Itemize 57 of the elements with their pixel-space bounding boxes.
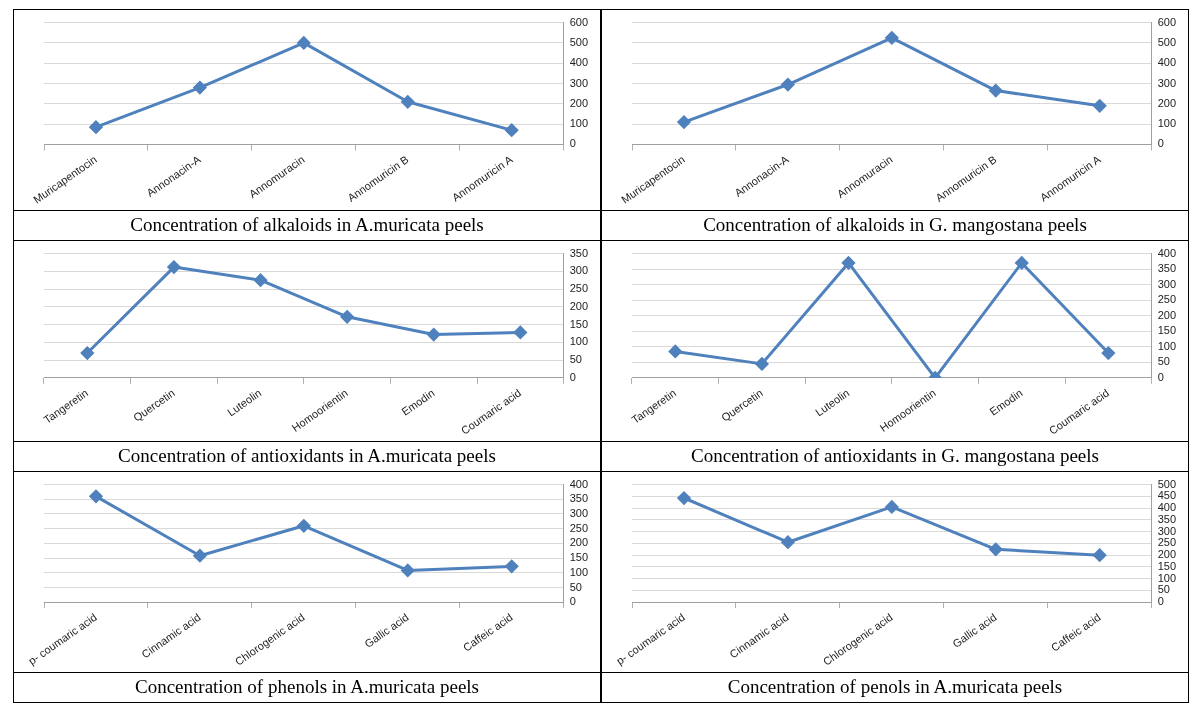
y-tick-label: 150: [1157, 559, 1177, 572]
y-tick-label: 200: [569, 299, 589, 312]
text: Concentration of alkaloids in G. mangostana peels: [602, 210, 1188, 239]
y-tick-label: 250: [569, 282, 589, 295]
text: Concentration of antioxidants in G. mangostana peels: [602, 441, 1188, 470]
text: Concentration of phenols in A.muricata peels: [14, 672, 600, 701]
y-tick-label: 600: [569, 15, 589, 28]
y-tick-label: 300: [569, 76, 589, 89]
y-tick-label: 300: [1157, 76, 1177, 89]
y-tick-label: 100: [569, 565, 589, 578]
y-tick-label: 0: [1157, 370, 1164, 383]
y-tick-label: 350: [1157, 262, 1177, 275]
y-tick-label: 350: [569, 246, 589, 259]
y-tick-label: 50: [1157, 583, 1170, 596]
y-tick-label: 100: [1157, 117, 1177, 130]
y-tick-label: 500: [569, 35, 589, 48]
y-tick-label: 0: [569, 370, 576, 383]
text: Concentration of antioxidants in A.muricata peels: [14, 441, 600, 470]
y-tick-label: 0: [569, 595, 576, 608]
y-tick-label: 300: [1157, 277, 1177, 290]
y-tick-label: 50: [1157, 355, 1170, 368]
y-tick-label: 50: [569, 353, 582, 366]
y-tick-label: 0: [1157, 137, 1164, 150]
y-tick-label: 450: [1157, 489, 1177, 502]
y-tick-label: 250: [1157, 293, 1177, 306]
y-tick-label: 400: [1157, 246, 1177, 259]
y-tick-label: 200: [569, 96, 589, 109]
y-tick-label: 300: [569, 507, 589, 520]
text: Concentration of alkaloids in A.muricata peels: [14, 210, 600, 239]
y-tick-label: 200: [569, 536, 589, 549]
y-tick-label: 0: [1157, 595, 1164, 608]
y-tick-label: 100: [569, 335, 589, 348]
y-tick-label: 400: [569, 56, 589, 69]
y-tick-label: 200: [1157, 308, 1177, 321]
y-tick-label: 500: [1157, 35, 1177, 48]
y-tick-label: 300: [1157, 524, 1177, 537]
y-tick-label: 150: [569, 551, 589, 564]
y-tick-label: 100: [1157, 339, 1177, 352]
y-tick-label: 350: [569, 492, 589, 505]
y-tick-label: 400: [569, 477, 589, 490]
y-tick-label: 600: [1157, 15, 1177, 28]
y-tick-label: 300: [569, 264, 589, 277]
text: Concentration of penols in A.muricata peels: [602, 672, 1188, 701]
y-tick-label: 400: [1157, 56, 1177, 69]
y-tick-label: 200: [1157, 96, 1177, 109]
y-tick-label: 150: [1157, 324, 1177, 337]
y-tick-label: 250: [569, 521, 589, 534]
y-tick-label: 200: [1157, 548, 1177, 561]
y-tick-label: 0: [569, 137, 576, 150]
y-tick-label: 400: [1157, 501, 1177, 514]
y-tick-label: 150: [569, 317, 589, 330]
y-tick-label: 500: [1157, 477, 1177, 490]
y-tick-label: 100: [569, 117, 589, 130]
y-tick-label: 350: [1157, 512, 1177, 525]
y-tick-label: 50: [569, 580, 582, 593]
y-tick-label: 250: [1157, 536, 1177, 549]
y-tick-label: 100: [1157, 571, 1177, 584]
